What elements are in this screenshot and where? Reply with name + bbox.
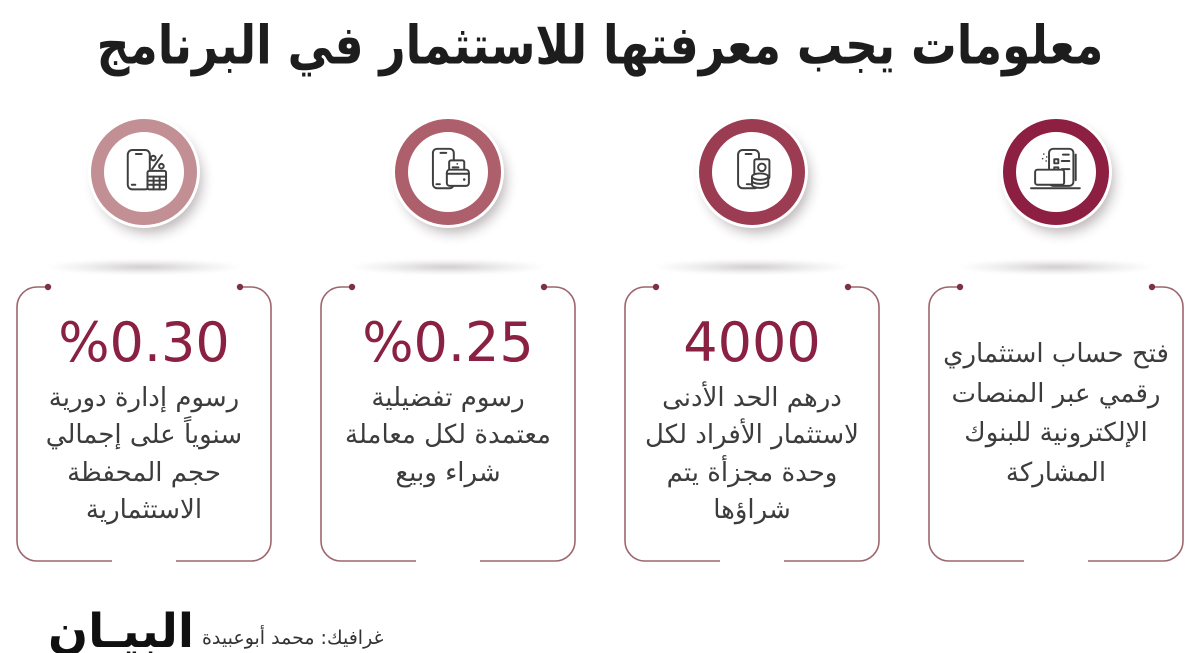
card-icon-circle	[1003, 119, 1109, 226]
card-box-border	[320, 284, 576, 563]
card-box: فتح حساب استثماري رقمي عبر المنصات الإلك…	[927, 284, 1185, 563]
card-box: 4000 درهم الحد الأدنى لاستثمار الأفراد ل…	[623, 284, 881, 563]
card-open-account: فتح حساب استثماري رقمي عبر المنصات الإلك…	[927, 115, 1185, 563]
card-icon-circle	[699, 119, 805, 226]
circle-shadow	[45, 259, 243, 276]
circle-shadow	[349, 259, 547, 276]
card-text: فتح حساب استثماري رقمي عبر المنصات الإلك…	[943, 339, 1169, 488]
albayan-logo: البيـان	[48, 603, 195, 653]
card-box-border	[624, 284, 880, 563]
circle-shadow	[957, 259, 1155, 276]
card-box: %0.25 رسوم تفضيلية معتمدة لكل معاملة شرا…	[319, 284, 577, 563]
infographic-page: معلومات يجب معرفتها للاستثمار في البرنام…	[0, 10, 1200, 653]
card-text: درهم الحد الأدنى لاستثمار الأفراد لكل وح…	[645, 382, 859, 526]
card-icon-circle	[395, 119, 501, 226]
card-box-border	[16, 284, 272, 563]
card-text: رسوم إدارة دورية سنوياً على إجمالي حجم ا…	[45, 382, 243, 526]
card-text: رسوم تفضيلية معتمدة لكل معاملة شراء وبيع	[345, 382, 551, 488]
phone-calculator-icon	[115, 143, 173, 201]
card-icon-circle	[91, 119, 197, 226]
card-value: %0.25	[362, 311, 534, 375]
card-box-border	[928, 284, 1184, 563]
card-value: %0.30	[58, 311, 230, 375]
laptop-document-icon	[1027, 143, 1085, 201]
card-box: %0.30 رسوم إدارة دورية سنوياً على إجمالي…	[15, 284, 273, 563]
card-transaction-fee: %0.25 رسوم تفضيلية معتمدة لكل معاملة شرا…	[319, 115, 577, 563]
cards-row: فتح حساب استثماري رقمي عبر المنصات الإلك…	[0, 115, 1200, 563]
footer: البيـان غرافيك: محمد أبوعبيدة	[48, 603, 384, 653]
phone-wallet-icon	[419, 143, 477, 201]
circle-shadow	[653, 259, 851, 276]
graphic-credit: غرافيك: محمد أبوعبيدة	[201, 627, 384, 649]
card-value: 4000	[683, 311, 821, 375]
phone-cash-icon	[723, 143, 781, 201]
page-title: معلومات يجب معرفتها للاستثمار في البرنام…	[96, 14, 1104, 78]
card-management-fee: %0.30 رسوم إدارة دورية سنوياً على إجمالي…	[15, 115, 273, 563]
card-minimum-investment: 4000 درهم الحد الأدنى لاستثمار الأفراد ل…	[623, 115, 881, 563]
